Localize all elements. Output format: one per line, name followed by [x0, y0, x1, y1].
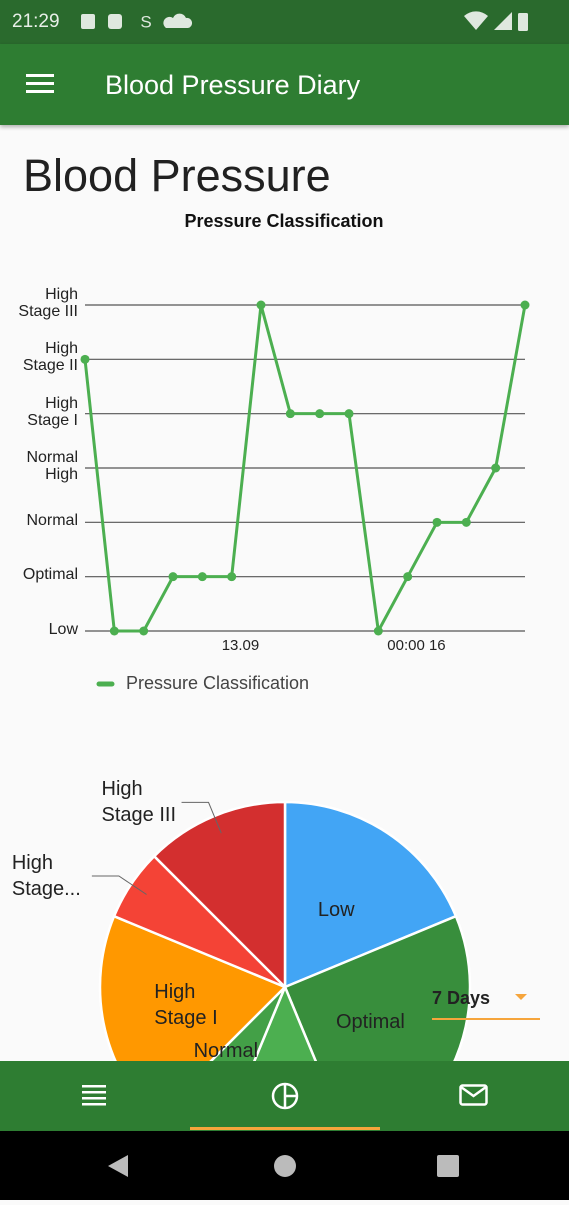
leader-line — [181, 801, 222, 834]
pie-slice — [283, 800, 458, 989]
y-tick-label: High Stage I — [27, 394, 78, 429]
data-point — [285, 409, 295, 419]
data-point — [461, 517, 471, 527]
data-point — [491, 463, 501, 473]
dropdown-arrow — [515, 994, 527, 1000]
y-tick-label: Optimal — [22, 566, 78, 584]
recents-button[interactable] — [437, 1155, 459, 1177]
data-point — [80, 354, 90, 364]
nav-list[interactable] — [82, 1083, 108, 1107]
status-icons-right — [464, 11, 528, 31]
app-bar: Blood Pressure Diary — [0, 44, 569, 125]
leader-line — [91, 875, 147, 895]
y-tick-label: High Stage II — [22, 340, 78, 375]
bottom-nav — [0, 1061, 569, 1131]
home-button[interactable] — [274, 1155, 296, 1177]
app-title: Blood Pressure Diary — [105, 70, 361, 100]
svg-text:S: S — [140, 12, 151, 31]
x-tick-label: 00:00 16 — [387, 637, 445, 654]
system-nav — [0, 1131, 569, 1200]
pie-label: Low — [317, 899, 355, 922]
menu-button[interactable] — [26, 72, 56, 96]
nav-indicator — [190, 1127, 380, 1130]
data-point — [520, 300, 530, 310]
data-point — [373, 626, 383, 636]
data-point — [168, 572, 178, 582]
data-point — [432, 517, 442, 527]
x-tick-label: 13.09 — [222, 637, 260, 654]
status-bar: 21:29 S — [0, 0, 569, 44]
range-dropdown[interactable]: 7 Days — [432, 986, 540, 1020]
y-tick-label: Normal — [26, 511, 78, 529]
chart-title: Pressure Classification — [184, 211, 383, 231]
back-button[interactable] — [108, 1155, 128, 1177]
status-icons: S — [81, 12, 193, 31]
pie-label: High Stage... — [11, 851, 81, 900]
pie-label: High Stage III — [101, 778, 177, 827]
pie-label: Optimal — [335, 1011, 405, 1034]
y-tick-label: High Stage III — [18, 286, 78, 320]
data-point — [197, 572, 207, 582]
data-point — [344, 409, 354, 419]
data-point — [315, 409, 325, 419]
data-point — [256, 300, 266, 310]
legend-label: Pressure Classification — [126, 673, 309, 693]
page-heading: Blood Pressure — [23, 150, 331, 201]
dropdown-value: 7 Days — [432, 988, 491, 1008]
status-time: 21:29 — [12, 11, 60, 32]
nav-chart[interactable] — [270, 1081, 300, 1111]
y-tick-label: Low — [48, 620, 78, 638]
data-point — [403, 572, 413, 582]
data-point — [227, 572, 237, 582]
pie-label: High Stage I — [154, 981, 218, 1030]
data-point — [109, 626, 119, 636]
y-tick-label: Normal High — [26, 449, 78, 483]
series-line — [83, 303, 527, 633]
data-point — [139, 626, 149, 636]
system-buttons — [108, 1155, 459, 1177]
nav-mail[interactable] — [459, 1084, 489, 1108]
